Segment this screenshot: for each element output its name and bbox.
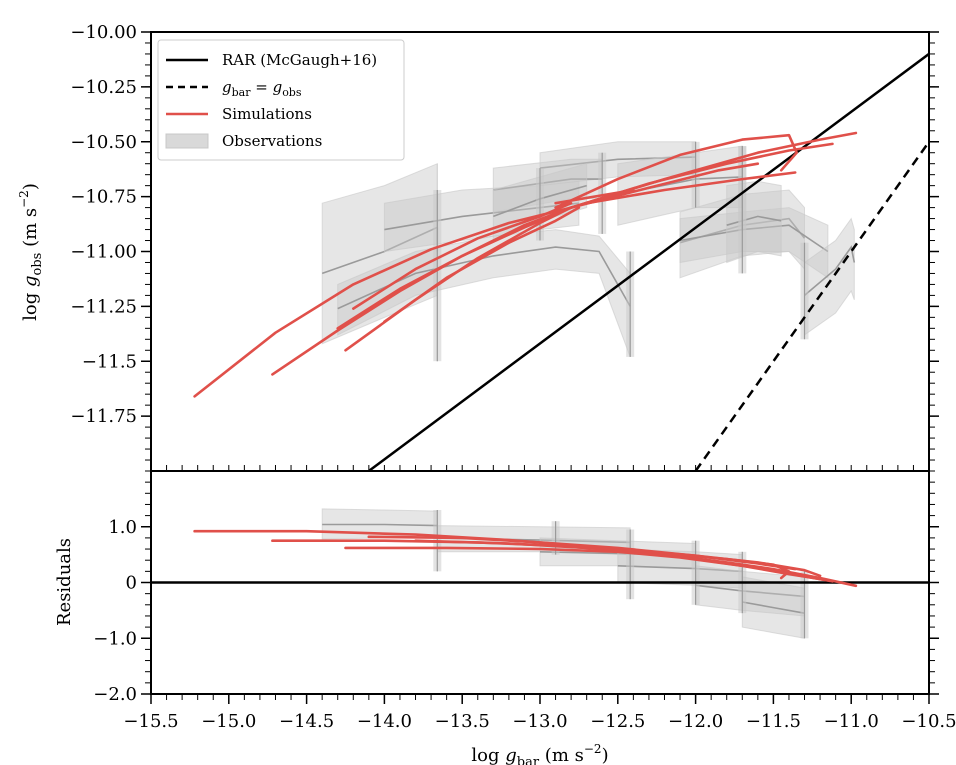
simulation-curve (585, 171, 797, 205)
residuals-y-tick-label: 0 (126, 573, 137, 594)
simulation-curve (554, 188, 635, 205)
residuals-simulations (193, 529, 858, 588)
simulation-curve (193, 206, 573, 398)
residuals-y-ticks: 1.0 0 −1.0 −2.0 (93, 470, 939, 705)
x-axis-label: log gbar (m s−2) (471, 742, 608, 765)
x-tick-label: −14.5 (279, 711, 334, 732)
main-y-axis-label: log gobs (m s−2) (17, 183, 45, 321)
simulation-curve (383, 206, 581, 324)
legend-frame (157, 39, 405, 161)
residuals-y-axis-label: Residuals (54, 538, 75, 626)
main-y-tick-label: −10.00 (70, 22, 137, 43)
residuals-panel: 1.00−1.0−2.0 −15.5 −15.0 −14.5 −14.0 −13.5 −1… (54, 470, 956, 765)
main-simulations (193, 131, 858, 398)
x-tick-label: −11.5 (746, 711, 801, 732)
x-tick-label: −11.0 (824, 711, 879, 732)
residuals-observations (321, 508, 809, 639)
observation-line (322, 523, 438, 527)
legend-observations-swatch (165, 133, 209, 149)
observation-line (679, 217, 806, 244)
legend-rar-label: RAR (McGaugh+16) (222, 51, 377, 69)
legend: RAR (McGaugh+16) gbar = gobs Simulations… (157, 39, 405, 161)
simulation-curve (554, 133, 799, 209)
main-y-tick-label: −11.25 (70, 296, 137, 317)
main-y-ticks: −10.00 −10.25 −10.50 −10.75 −11.00 −11.25 −11.… (70, 22, 939, 472)
observation-line (726, 215, 782, 226)
legend-identity-label: gbar = gobs (222, 78, 302, 99)
observation-band (726, 180, 782, 264)
observation-line (803, 245, 856, 297)
observation-line (493, 178, 603, 191)
x-tick-label: −10.5 (901, 711, 956, 732)
x-tick-label: −14.0 (357, 711, 412, 732)
simulation-curve (336, 206, 573, 330)
main-y-tick-label: −11.5 (82, 351, 137, 372)
main-reference-lines (368, 52, 929, 471)
x-tick-label: −15.5 (123, 711, 178, 732)
residuals-frame (150, 470, 930, 695)
residuals-x-ticks: −15.5 −15.0 −14.5 −14.0 −13.5 −13.0 −12.5 −12.0… (123, 694, 956, 732)
simulation-curve (351, 201, 573, 310)
observation-band (383, 180, 580, 253)
simulation-curve (344, 546, 830, 582)
main-y-tick-label: −10.75 (70, 187, 137, 208)
residuals-y-tick-label: −2.0 (93, 684, 137, 705)
residuals-y-tick-label: 1.0 (108, 517, 137, 538)
main-y-tick-label: −11.75 (70, 406, 137, 427)
x-tick-label: −12.5 (590, 711, 645, 732)
x-tick-label: −12.0 (668, 711, 723, 732)
simulation-curve (538, 543, 822, 578)
simulation-curve (569, 162, 760, 209)
main-y-tick-label: −10.25 (70, 77, 137, 98)
residuals-y-tick-label: −1.0 (93, 628, 137, 649)
observation-band (804, 217, 855, 336)
main-y-tick-label: −10.50 (70, 132, 137, 153)
identity-line (694, 141, 929, 471)
x-tick-label: −13.0 (512, 711, 567, 732)
observation-line (742, 601, 805, 614)
observation-line (679, 224, 829, 253)
legend-simulations-label: Simulations (222, 105, 312, 123)
main-panel: −10.00 −10.25 −10.50 −10.75 −11.00 −11.25 −11.… (17, 22, 939, 472)
rar-line (368, 52, 929, 471)
main-y-tick-label: −11.00 (70, 242, 137, 263)
x-tick-label: −13.5 (435, 711, 490, 732)
observation-line (337, 246, 631, 310)
x-tick-label: −15.0 (201, 711, 256, 732)
legend-observations-label: Observations (222, 132, 322, 150)
observation-band (679, 207, 829, 279)
svg-text:log gobs (m s−2): log gobs (m s−2) (17, 183, 45, 321)
